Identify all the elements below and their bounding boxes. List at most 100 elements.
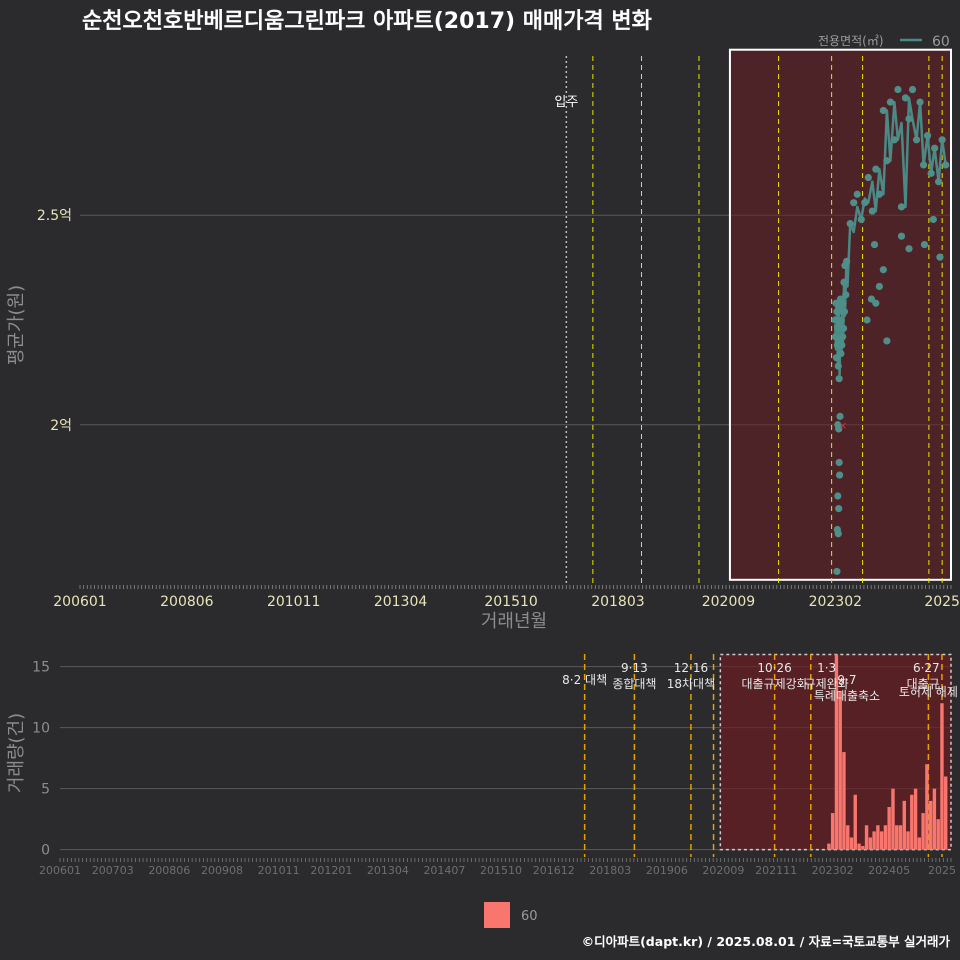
price-point-61 (942, 161, 950, 169)
bottom-x-tick-label-15: 202405 (868, 864, 910, 877)
price-point-36 (850, 199, 858, 207)
volume-bar-31 (944, 776, 948, 850)
price-point-51 (905, 115, 913, 123)
bottom-x-tick-label-1: 200703 (92, 864, 134, 877)
price-point-70 (929, 215, 937, 224)
price-point-45 (883, 157, 891, 165)
price-point-27 (835, 458, 843, 467)
top-x-tick-label-5: 201803 (591, 594, 644, 610)
price-point-42 (872, 165, 880, 173)
policy-annotation-5-0: 9·7 (837, 673, 856, 687)
volume-bar-15 (883, 825, 888, 850)
bottom-x-tick-label-12: 202009 (702, 864, 744, 877)
price-point-23 (842, 291, 850, 299)
price-point-14 (837, 316, 845, 324)
price-point-44 (879, 106, 887, 115)
bottom-x-tick-label-9: 201612 (533, 864, 575, 877)
policy-annotation-0-0: 8·2 대책 (562, 672, 607, 687)
price-point-65 (879, 266, 887, 274)
top-x-tick-label-1: 200806 (160, 594, 214, 610)
price-point-17 (839, 333, 847, 341)
top-x-tick-label-4: 201510 (484, 594, 537, 610)
price-point-55 (919, 161, 928, 169)
footer-credit: ©디아파트(dapt.kr) / 2025.08.01 / 자료=국토교통부 실… (582, 934, 951, 949)
bottom-y-axis-title: 거래량(건) (6, 713, 27, 793)
bottom-x-tick-label-7: 201407 (423, 864, 465, 877)
volume-bar-0 (827, 843, 831, 850)
policy-annotation-3-0: 10·26 (757, 661, 791, 675)
price-point-53 (912, 136, 921, 144)
price-point-56 (923, 132, 932, 140)
price-point-34 (836, 412, 844, 420)
bottom-x-tick-label-0: 200601 (39, 864, 81, 877)
legend-bar-swatch (484, 902, 510, 928)
price-point-20 (840, 278, 848, 286)
price-point-54 (916, 98, 924, 106)
bottom-x-tick-label-16: 2025 (928, 864, 956, 877)
top-x-tick-label-7: 202302 (809, 594, 862, 610)
top-x-tick-label-2: 201011 (267, 594, 320, 610)
bottom-x-tick-label-5: 201201 (310, 864, 352, 877)
volume-bar-19 (898, 825, 903, 850)
bottom-legend-label: 60 (521, 909, 538, 924)
price-point-60 (938, 136, 946, 144)
price-point-72 (870, 240, 879, 249)
highlight-marker: × (838, 419, 847, 432)
top-x-axis: 200601 200806 201011 201304 201510 201803 2020… (53, 585, 960, 610)
bottom-x-tick-label-8: 201510 (480, 864, 522, 877)
bottom-x-tick-label-14: 202302 (812, 864, 854, 877)
bottom-x-tick-label-13: 202111 (755, 864, 797, 877)
bottom-bars-layer (827, 654, 948, 850)
price-point-33 (833, 567, 841, 576)
volume-bar-2 (834, 654, 839, 850)
bottom-y-tick-label-1: 5 (41, 782, 50, 798)
price-point-32 (834, 530, 842, 538)
price-point-48 (894, 85, 902, 94)
bottom-policy-lines (583, 654, 943, 857)
volume-bar-11 (868, 837, 873, 850)
price-point-19 (839, 324, 848, 332)
price-point-41 (868, 207, 876, 215)
top-x-tick-label-3: 201304 (374, 594, 428, 610)
bottom-x-tick-label-6: 201304 (367, 864, 409, 877)
price-point-71 (936, 253, 944, 261)
policy-annotation-7-0: 토허제 해제 (899, 685, 958, 699)
bottom-y-axis: 0 5 10 15 (32, 660, 50, 859)
bottom-x-tick-label-4: 201011 (258, 864, 300, 877)
price-point-7 (834, 362, 842, 370)
volume-bar-12 (872, 831, 876, 850)
volume-bar-21 (906, 831, 910, 850)
volume-bar-5 (846, 825, 850, 850)
policy-annotation-4-1: 규제완화 (805, 677, 849, 691)
price-point-37 (853, 190, 861, 198)
price-point-63 (872, 299, 880, 307)
price-point-58 (931, 144, 939, 152)
price-point-9 (835, 375, 843, 383)
price-point-39 (861, 199, 869, 207)
legend-label: 60 (932, 34, 950, 50)
volume-bar-28 (932, 788, 937, 850)
price-point-40 (864, 173, 872, 182)
volume-bar-18 (895, 825, 899, 850)
bottom-y-tick-label-2: 10 (32, 721, 50, 737)
price-point-24 (843, 257, 851, 265)
legend-title: 전용면적(㎡) (818, 34, 884, 48)
policy-annotation-1-1: 종합대책 (612, 676, 656, 691)
chart-title: 순천오천호반베르디움그린파크 아파트(2017) 매매가격 변화 (82, 9, 652, 34)
top-y-tick-label-1: 2.5억 (37, 208, 72, 224)
price-point-68 (897, 232, 906, 240)
volume-bar-3 (838, 691, 842, 850)
price-point-47 (890, 136, 899, 144)
volume-bar-14 (879, 831, 884, 850)
volume-bar-17 (891, 788, 895, 850)
top-x-axis-title: 거래년월 (481, 611, 547, 632)
top-y-tick-label-0: 2억 (50, 418, 72, 434)
top-x-tick-label-6: 202009 (702, 594, 755, 610)
policy-annotation-2-0: 12·16 (674, 661, 708, 675)
price-point-57 (927, 169, 935, 177)
price-point-15 (838, 341, 846, 349)
price-point-43 (875, 190, 883, 198)
policy-annotation-6-1: 대출규 (907, 677, 940, 691)
policy-annotation-3-1: 대출규제강화 (741, 677, 807, 691)
